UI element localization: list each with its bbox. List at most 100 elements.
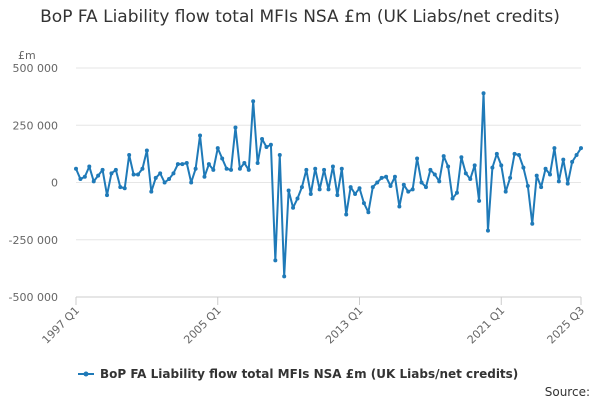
data-point[interactable] (339, 166, 344, 171)
data-point[interactable] (330, 164, 335, 169)
data-point[interactable] (579, 146, 583, 151)
data-point[interactable] (561, 157, 566, 162)
data-point[interactable] (229, 167, 234, 172)
data-point[interactable] (144, 148, 149, 153)
data-point[interactable] (397, 204, 402, 209)
data-point[interactable] (202, 174, 207, 179)
data-point[interactable] (184, 161, 189, 166)
data-point[interactable] (180, 162, 185, 167)
data-point[interactable] (392, 174, 397, 179)
data-point[interactable] (237, 166, 242, 171)
data-point[interactable] (481, 91, 486, 96)
data-point[interactable] (406, 189, 411, 194)
data-point[interactable] (105, 193, 110, 198)
data-point[interactable] (96, 173, 101, 178)
data-point[interactable] (140, 166, 145, 171)
data-point[interactable] (206, 162, 211, 167)
data-point[interactable] (251, 99, 256, 104)
data-point[interactable] (82, 174, 87, 179)
data-point[interactable] (556, 179, 561, 184)
data-point[interactable] (534, 173, 539, 178)
data-point[interactable] (149, 189, 154, 194)
data-point[interactable] (277, 153, 282, 158)
legend[interactable]: BoP FA Liability flow total MFIs NSA £m … (78, 367, 518, 381)
data-point[interactable] (167, 177, 172, 182)
data-point[interactable] (384, 174, 389, 179)
data-point[interactable] (175, 162, 180, 167)
data-point[interactable] (539, 185, 544, 190)
data-point[interactable] (530, 221, 535, 226)
data-point[interactable] (268, 142, 273, 147)
data-point[interactable] (233, 125, 238, 130)
data-point[interactable] (521, 165, 526, 170)
data-point[interactable] (468, 177, 473, 182)
data-point[interactable] (494, 151, 499, 156)
data-point[interactable] (242, 161, 247, 166)
data-point[interactable] (211, 167, 216, 172)
data-point[interactable] (512, 151, 517, 156)
data-point[interactable] (450, 196, 455, 201)
data-point[interactable] (361, 201, 366, 206)
data-point[interactable] (344, 212, 349, 217)
data-point[interactable] (410, 187, 415, 192)
data-point[interactable] (366, 210, 371, 215)
data-point[interactable] (193, 166, 198, 171)
data-point[interactable] (477, 198, 482, 203)
data-point[interactable] (353, 191, 358, 196)
data-point[interactable] (74, 166, 78, 171)
data-point[interactable] (78, 177, 83, 182)
data-point[interactable] (127, 153, 132, 158)
data-point[interactable] (198, 133, 203, 138)
data-point[interactable] (485, 228, 490, 233)
data-point[interactable] (432, 172, 437, 177)
data-point[interactable] (295, 196, 300, 201)
data-point[interactable] (282, 274, 287, 279)
data-point[interactable] (113, 167, 118, 172)
data-point[interactable] (357, 186, 362, 191)
data-point[interactable] (264, 145, 269, 149)
data-point[interactable] (224, 166, 229, 171)
data-point[interactable] (437, 179, 442, 184)
data-point[interactable] (574, 153, 579, 158)
data-point[interactable] (388, 183, 393, 188)
data-point[interactable] (291, 205, 296, 210)
data-point[interactable] (308, 191, 313, 196)
data-point[interactable] (419, 180, 424, 185)
data-point[interactable] (459, 155, 464, 160)
data-point[interactable] (379, 175, 384, 180)
data-point[interactable] (463, 171, 468, 176)
data-point[interactable] (189, 180, 194, 185)
data-point[interactable] (326, 187, 331, 192)
data-point[interactable] (570, 159, 575, 164)
data-point[interactable] (423, 185, 428, 190)
data-point[interactable] (428, 167, 433, 172)
data-point[interactable] (499, 163, 504, 168)
data-point[interactable] (136, 172, 141, 177)
data-point[interactable] (370, 185, 375, 190)
data-point[interactable] (490, 165, 495, 170)
data-point[interactable] (415, 156, 420, 161)
data-point[interactable] (401, 182, 406, 187)
data-point[interactable] (100, 167, 105, 172)
data-point[interactable] (91, 179, 96, 184)
data-point[interactable] (215, 146, 220, 151)
data-point[interactable] (317, 187, 322, 192)
data-point[interactable] (246, 167, 251, 172)
data-point[interactable] (162, 180, 167, 185)
data-point[interactable] (131, 172, 136, 177)
data-point[interactable] (503, 189, 508, 194)
data-point[interactable] (508, 175, 513, 180)
data-point[interactable] (441, 154, 446, 159)
data-point[interactable] (313, 166, 318, 171)
data-point[interactable] (516, 153, 521, 158)
data-point[interactable] (171, 171, 176, 176)
data-point[interactable] (109, 171, 114, 176)
data-point[interactable] (260, 136, 265, 141)
data-point[interactable] (118, 185, 123, 190)
data-point[interactable] (375, 180, 380, 185)
data-point[interactable] (304, 167, 309, 172)
data-point[interactable] (158, 171, 163, 176)
data-point[interactable] (286, 188, 291, 193)
data-point[interactable] (255, 161, 260, 166)
data-point[interactable] (543, 166, 548, 171)
